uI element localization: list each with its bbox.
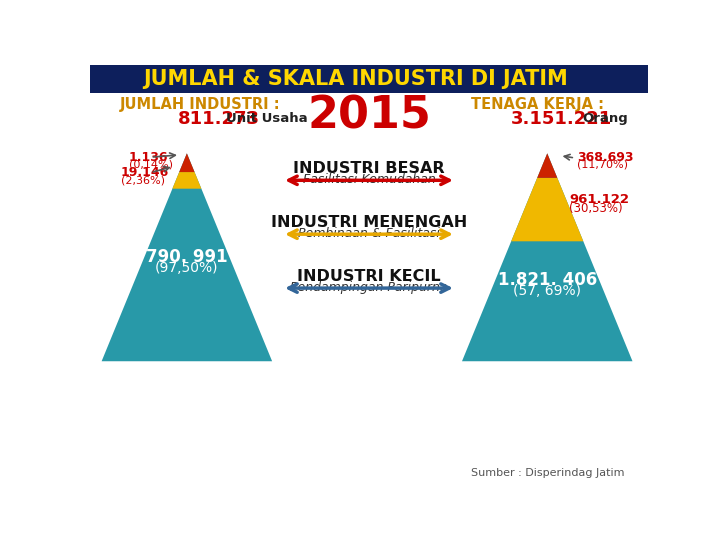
Text: (30,53%): (30,53%) xyxy=(569,202,623,215)
Text: INDUSTRI BESAR: INDUSTRI BESAR xyxy=(293,161,445,176)
Text: INDUSTRI MENENGAH: INDUSTRI MENENGAH xyxy=(271,215,467,230)
Polygon shape xyxy=(172,172,202,188)
Text: (57, 69%): (57, 69%) xyxy=(513,284,581,298)
Text: Pembinaan & Fasilitasi: Pembinaan & Fasilitasi xyxy=(298,227,440,240)
Text: Orang: Orang xyxy=(582,112,628,125)
Text: Fasilitasi Kemudahan: Fasilitasi Kemudahan xyxy=(302,173,436,186)
Bar xyxy=(90,65,648,93)
Text: 1.136: 1.136 xyxy=(129,151,168,164)
Text: JUMLAH & SKALA INDUSTRI DI JATIM: JUMLAH & SKALA INDUSTRI DI JATIM xyxy=(143,70,567,90)
Text: Pendampingan Paripurna: Pendampingan Paripurna xyxy=(290,281,448,294)
Text: 811.273: 811.273 xyxy=(178,110,260,127)
Text: (0,14%): (0,14%) xyxy=(129,160,173,170)
Polygon shape xyxy=(462,153,632,361)
Text: 1.821. 406: 1.821. 406 xyxy=(498,272,597,289)
Polygon shape xyxy=(102,153,272,361)
Text: (11,70%): (11,70%) xyxy=(577,160,628,170)
Text: 961.122: 961.122 xyxy=(569,193,629,206)
Text: JUMLAH INDUSTRI :: JUMLAH INDUSTRI : xyxy=(120,97,280,112)
Text: 2015: 2015 xyxy=(307,94,431,137)
Polygon shape xyxy=(537,153,557,178)
Text: 790. 991: 790. 991 xyxy=(146,248,228,266)
Text: 19.146: 19.146 xyxy=(121,166,169,179)
Text: (2,36%): (2,36%) xyxy=(121,176,165,185)
Text: 368.693: 368.693 xyxy=(577,151,633,164)
Text: Sumber : Disperindag Jatim: Sumber : Disperindag Jatim xyxy=(472,468,625,478)
Text: TENAGA KERJA :: TENAGA KERJA : xyxy=(472,97,605,112)
Text: Unit Usaha: Unit Usaha xyxy=(225,112,307,125)
Text: 3.151.221: 3.151.221 xyxy=(510,110,612,127)
Polygon shape xyxy=(179,153,194,172)
Text: (97,50%): (97,50%) xyxy=(155,261,219,275)
Text: INDUSTRI KECIL: INDUSTRI KECIL xyxy=(297,269,441,284)
Polygon shape xyxy=(511,178,583,241)
